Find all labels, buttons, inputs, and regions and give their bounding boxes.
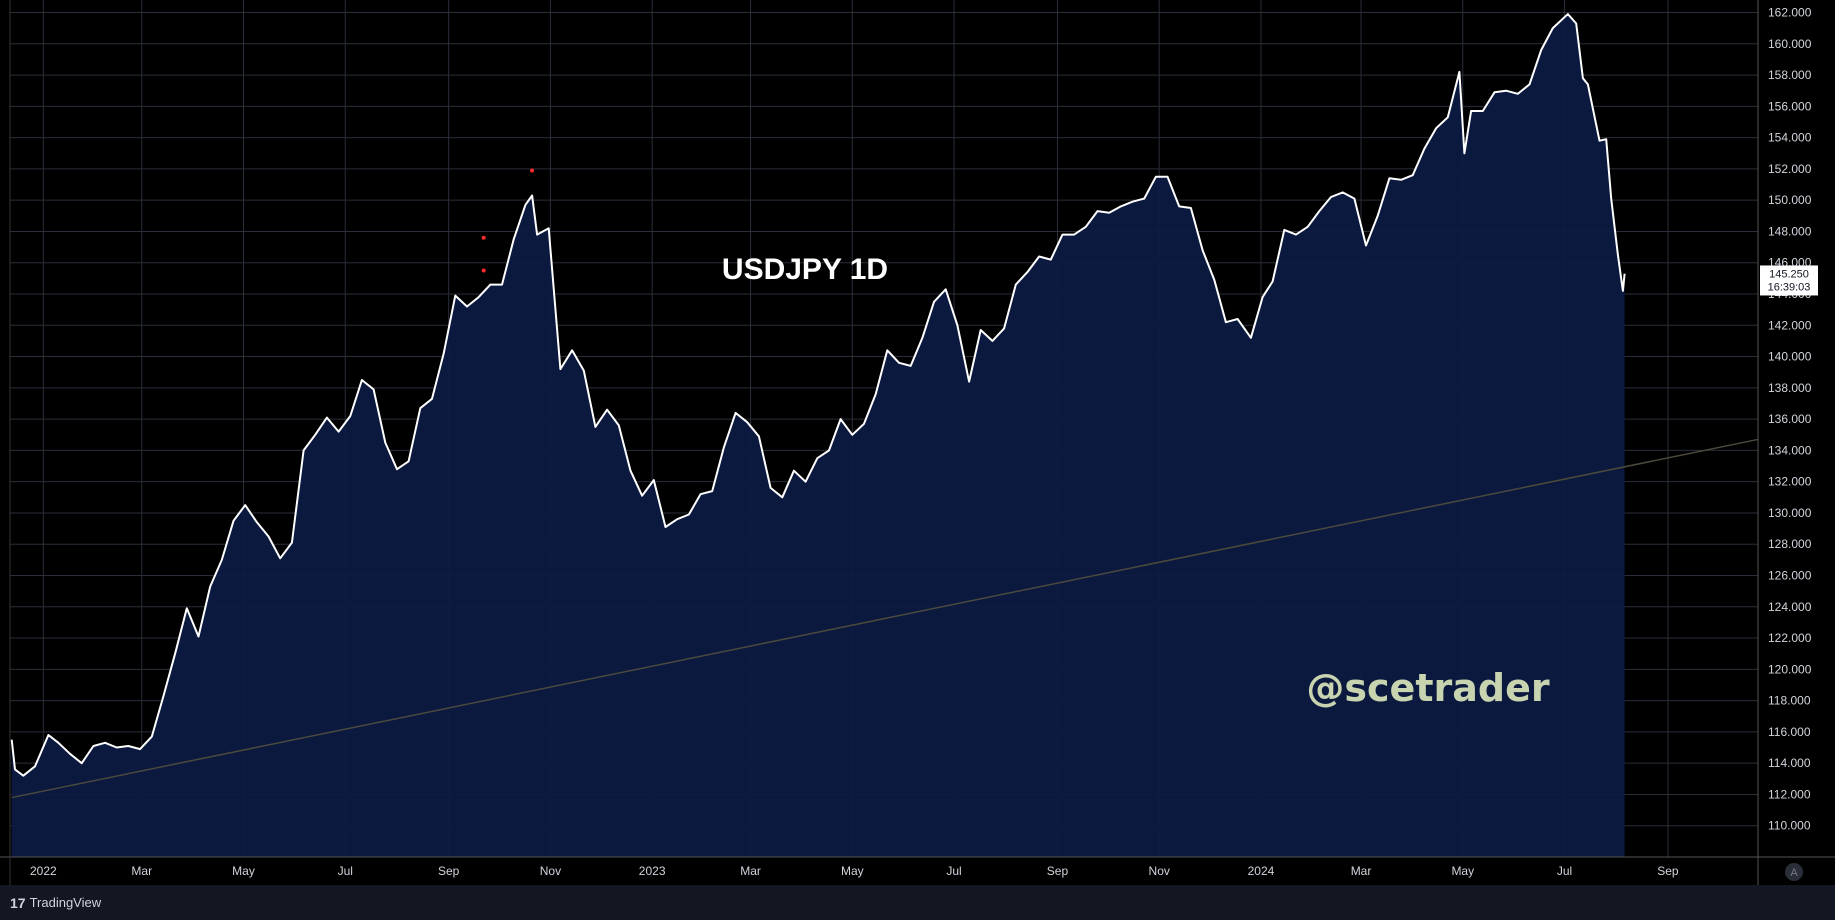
time-tick-label: Jul: [338, 864, 353, 878]
price-tick-label: 134.000: [1768, 443, 1812, 457]
chart-title: USDJPY 1D: [722, 253, 888, 286]
price-tick-label: 114.000: [1768, 756, 1811, 770]
price-axis[interactable]: 110.000 112.000 114.000 116.000 118.000 120.0…: [1768, 6, 1812, 833]
time-tick-label: 2023: [639, 864, 666, 878]
price-tick-label: 116.000: [1768, 725, 1811, 739]
price-area-fill: [11, 14, 1625, 858]
time-axis[interactable]: 2022 Mar May Jul Sep Nov 2023 Mar May Jul Sep Nov 20…: [30, 864, 1679, 878]
trend-line: [11, 438, 1759, 799]
price-tick-label: 156.000: [1768, 99, 1812, 113]
price-tick-label: 152.000: [1768, 162, 1812, 176]
price-tick-label: 148.000: [1768, 224, 1812, 238]
time-tick-label: Jul: [1557, 864, 1572, 878]
signal-marker: [530, 168, 535, 173]
price-tick-label: 142.000: [1768, 318, 1812, 332]
price-tick-label: 150.000: [1768, 193, 1812, 207]
signal-marker: [481, 268, 486, 273]
time-tick-label: 2024: [1248, 864, 1275, 878]
time-tick-label: Mar: [1351, 864, 1372, 878]
last-price-label: 145.250 16:39:03: [1760, 265, 1818, 296]
price-tick-label: 120.000: [1768, 662, 1812, 676]
time-tick-label: Mar: [131, 864, 152, 878]
footer-bar: 17 TradingView: [0, 885, 1835, 920]
price-tick-label: 140.000: [1768, 350, 1812, 364]
bar-countdown: 16:39:03: [1768, 281, 1811, 293]
time-tick-label: Sep: [1657, 864, 1679, 878]
price-tick-label: 110.000: [1768, 819, 1811, 833]
price-tick-label: 158.000: [1768, 68, 1812, 82]
tradingview-icon: 17: [10, 894, 26, 911]
price-tick-label: 122.000: [1768, 631, 1812, 645]
time-tick-label: Mar: [740, 864, 761, 878]
auto-scale-label: A: [1790, 867, 1798, 879]
price-tick-label: 128.000: [1768, 537, 1812, 551]
time-tick-label: 2022: [30, 864, 57, 878]
price-tick-label: 124.000: [1768, 600, 1812, 614]
watermark-handle: @scetrader: [1306, 666, 1549, 710]
price-tick-label: 130.000: [1768, 506, 1812, 520]
time-tick-label: May: [841, 864, 864, 878]
time-tick-label: Sep: [438, 864, 460, 878]
time-tick-label: May: [1451, 864, 1474, 878]
price-line: [10, 13, 1626, 777]
tradingview-wordmark: TradingView: [29, 895, 102, 910]
price-tick-label: 162.000: [1768, 6, 1812, 20]
time-tick-label: Nov: [540, 864, 561, 878]
last-price-value: 145.250: [1769, 268, 1809, 280]
price-tick-label: 138.000: [1768, 381, 1812, 395]
time-tick-label: May: [232, 864, 255, 878]
price-tick-label: 136.000: [1768, 412, 1812, 426]
price-tick-label: 160.000: [1768, 37, 1812, 51]
price-tick-label: 126.000: [1768, 569, 1812, 583]
price-tick-label: 112.000: [1768, 787, 1811, 801]
signal-marker: [481, 235, 486, 240]
price-tick-label: 118.000: [1768, 694, 1811, 708]
auto-scale-button[interactable]: A: [1785, 863, 1803, 881]
signal-markers: [481, 168, 535, 273]
tradingview-logo[interactable]: 17 TradingView: [10, 895, 101, 911]
time-tick-label: Sep: [1047, 864, 1069, 878]
price-tick-label: 154.000: [1768, 131, 1812, 145]
price-tick-label: 132.000: [1768, 475, 1812, 489]
time-tick-label: Jul: [946, 864, 961, 878]
time-tick-label: Nov: [1149, 864, 1170, 878]
usdjpy-chart[interactable]: 110.000 112.000 114.000 116.000 118.000 120.0…: [0, 0, 1835, 885]
